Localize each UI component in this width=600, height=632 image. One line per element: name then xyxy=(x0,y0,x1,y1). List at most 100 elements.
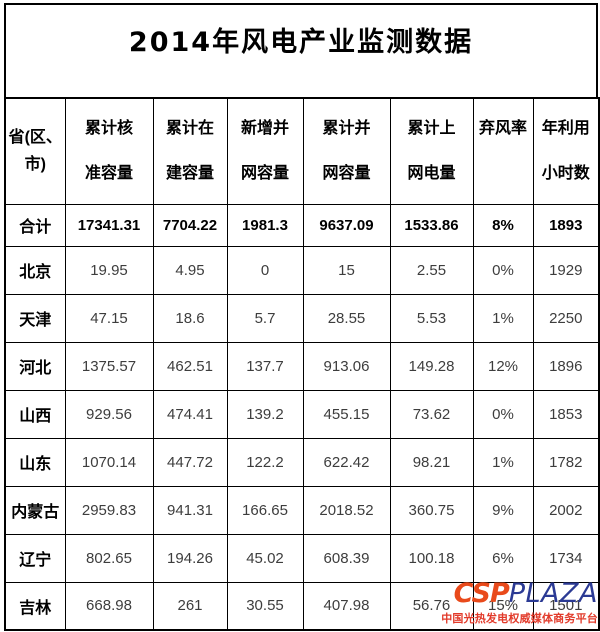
table-cell: 360.75 xyxy=(389,485,474,535)
column-header-line: 建容量 xyxy=(165,165,214,183)
table-row: 辽宁 802.65 194.26 45.02 608.39 100.18 6% … xyxy=(4,533,600,583)
table-cell: 802.65 xyxy=(64,533,154,583)
column-header-line: 网容量 xyxy=(322,165,371,183)
table-cell: 137.7 xyxy=(226,341,304,391)
column-header-line: 网容量 xyxy=(240,165,289,183)
table-cell: 2002 xyxy=(532,485,600,535)
table-cell: 1501 xyxy=(532,581,600,631)
table-cell: 1782 xyxy=(532,437,600,487)
table-cell: 2.55 xyxy=(389,245,474,295)
row-header: 天津 xyxy=(4,293,66,343)
table-cell: 73.62 xyxy=(389,389,474,439)
column-header-line: 累计上 xyxy=(407,120,456,138)
table-cell: 1% xyxy=(472,437,534,487)
table-row: 北京 19.95 4.95 0 15 2.55 0% 1929 xyxy=(4,245,600,295)
table-row: 山东 1070.14 447.72 122.2 622.42 98.21 1% … xyxy=(4,437,600,487)
table-cell: 447.72 xyxy=(152,437,228,487)
column-header-approved-capacity: 累计核 准容量 xyxy=(64,97,154,205)
table-cell: 1375.57 xyxy=(64,341,154,391)
plaza-logo-text: PLAZA xyxy=(508,578,598,609)
table-cell: 9637.09 xyxy=(302,203,391,247)
table-cell: 5.53 xyxy=(389,293,474,343)
column-header-line: 累计在 xyxy=(165,120,214,138)
monitoring-data-table-document: 2014年风电产业监测数据 省(区、 市) 累计核 xyxy=(4,3,600,631)
table-cell: 0 xyxy=(226,245,304,295)
table-cell: 139.2 xyxy=(226,389,304,439)
table-cell: 98.21 xyxy=(389,437,474,487)
table-header: 省(区、 市) 累计核 准容量 累计在 建容量 xyxy=(4,97,600,205)
csp-plaza-logo: CSPPLAZA xyxy=(438,578,598,611)
row-header: 北京 xyxy=(4,245,66,295)
column-header-line: 累计核 xyxy=(84,120,133,138)
column-header-line: 省(区、 xyxy=(8,129,62,147)
column-header-line: 市) xyxy=(24,156,46,174)
column-header-line: 网电量 xyxy=(407,165,456,183)
table-cell: 194.26 xyxy=(152,533,228,583)
table-cell: 1896 xyxy=(532,341,600,391)
table-row: 山西 929.56 474.41 139.2 455.15 73.62 0% 1… xyxy=(4,389,600,439)
header-row: 省(区、 市) 累计核 准容量 累计在 建容量 xyxy=(4,97,600,205)
row-header: 山西 xyxy=(4,389,66,439)
table-cell: 1% xyxy=(472,293,534,343)
table-cell: 6% xyxy=(472,533,534,583)
column-header-line: 弃风率 xyxy=(478,120,527,138)
table-cell: 8% xyxy=(472,203,534,247)
table-cell: 1533.86 xyxy=(389,203,474,247)
table-cell: 608.39 xyxy=(302,533,391,583)
table-row-total: 合计 17341.31 7704.22 1981.3 9637.09 1533.… xyxy=(4,203,600,247)
table-cell: 149.28 xyxy=(389,341,474,391)
page-title: 2014年风电产业监测数据 xyxy=(128,27,474,58)
column-header-utilization-hours: 年利用 小时数 xyxy=(532,97,600,205)
table-cell: 18.6 xyxy=(152,293,228,343)
watermark-tagline: 中国光热发电权威媒体商务平台 xyxy=(441,613,598,625)
column-header-under-construction-capacity: 累计在 建容量 xyxy=(152,97,228,205)
table-cell: 4.95 xyxy=(152,245,228,295)
table-cell: 7704.22 xyxy=(152,203,228,247)
table-cell: 1734 xyxy=(532,533,600,583)
table-cell: 668.98 xyxy=(64,581,154,631)
table-cell: 2250 xyxy=(532,293,600,343)
table-cell: 1070.14 xyxy=(64,437,154,487)
row-header: 辽宁 xyxy=(4,533,66,583)
column-header-line: 小时数 xyxy=(541,165,590,183)
table-cell: 30.55 xyxy=(226,581,304,631)
table-cell: 15% xyxy=(472,581,534,631)
table-cell: 9% xyxy=(472,485,534,535)
table-cell: 15 xyxy=(302,245,391,295)
table-cell: 100.18 xyxy=(389,533,474,583)
column-header-new-grid-capacity: 新增并 网容量 xyxy=(226,97,304,205)
table-row: 河北 1375.57 462.51 137.7 913.06 149.28 12… xyxy=(4,341,600,391)
table-cell: 1929 xyxy=(532,245,600,295)
table-cell: 122.2 xyxy=(226,437,304,487)
table-cell: 1853 xyxy=(532,389,600,439)
table-cell: 2018.52 xyxy=(302,485,391,535)
table-cell: 0% xyxy=(472,389,534,439)
table-cell: 455.15 xyxy=(302,389,391,439)
row-header: 内蒙古 xyxy=(4,485,66,535)
row-header: 合计 xyxy=(4,203,66,247)
table-cell: 474.41 xyxy=(152,389,228,439)
column-header-cumulative-electricity: 累计上 网电量 xyxy=(389,97,474,205)
table-cell: 2959.83 xyxy=(64,485,154,535)
row-header: 河北 xyxy=(4,341,66,391)
row-header: 山东 xyxy=(4,437,66,487)
table-row: 吉林 668.98 261 30.55 407.98 56.76 15% 150… xyxy=(4,581,600,631)
csp-logo-text: CSP xyxy=(453,578,510,609)
table-cell: 407.98 xyxy=(302,581,391,631)
table-cell: 261 xyxy=(152,581,228,631)
table-cell: 12% xyxy=(472,341,534,391)
table-cell: 17341.31 xyxy=(64,203,154,247)
table-cell: 47.15 xyxy=(64,293,154,343)
column-header-cumulative-grid-capacity: 累计并 网容量 xyxy=(302,97,391,205)
column-header-line: 新增并 xyxy=(240,120,289,138)
column-header-curtailment-rate: 弃风率 xyxy=(472,97,534,205)
table-body: 合计 17341.31 7704.22 1981.3 9637.09 1533.… xyxy=(4,203,600,631)
table-cell: 45.02 xyxy=(226,533,304,583)
table-row: 内蒙古 2959.83 941.31 166.65 2018.52 360.75… xyxy=(4,485,600,535)
row-header: 吉林 xyxy=(4,581,66,631)
table-cell: 1981.3 xyxy=(226,203,304,247)
column-header-line: 累计并 xyxy=(322,120,371,138)
table-cell: 462.51 xyxy=(152,341,228,391)
column-header-province: 省(区、 市) xyxy=(4,97,66,205)
